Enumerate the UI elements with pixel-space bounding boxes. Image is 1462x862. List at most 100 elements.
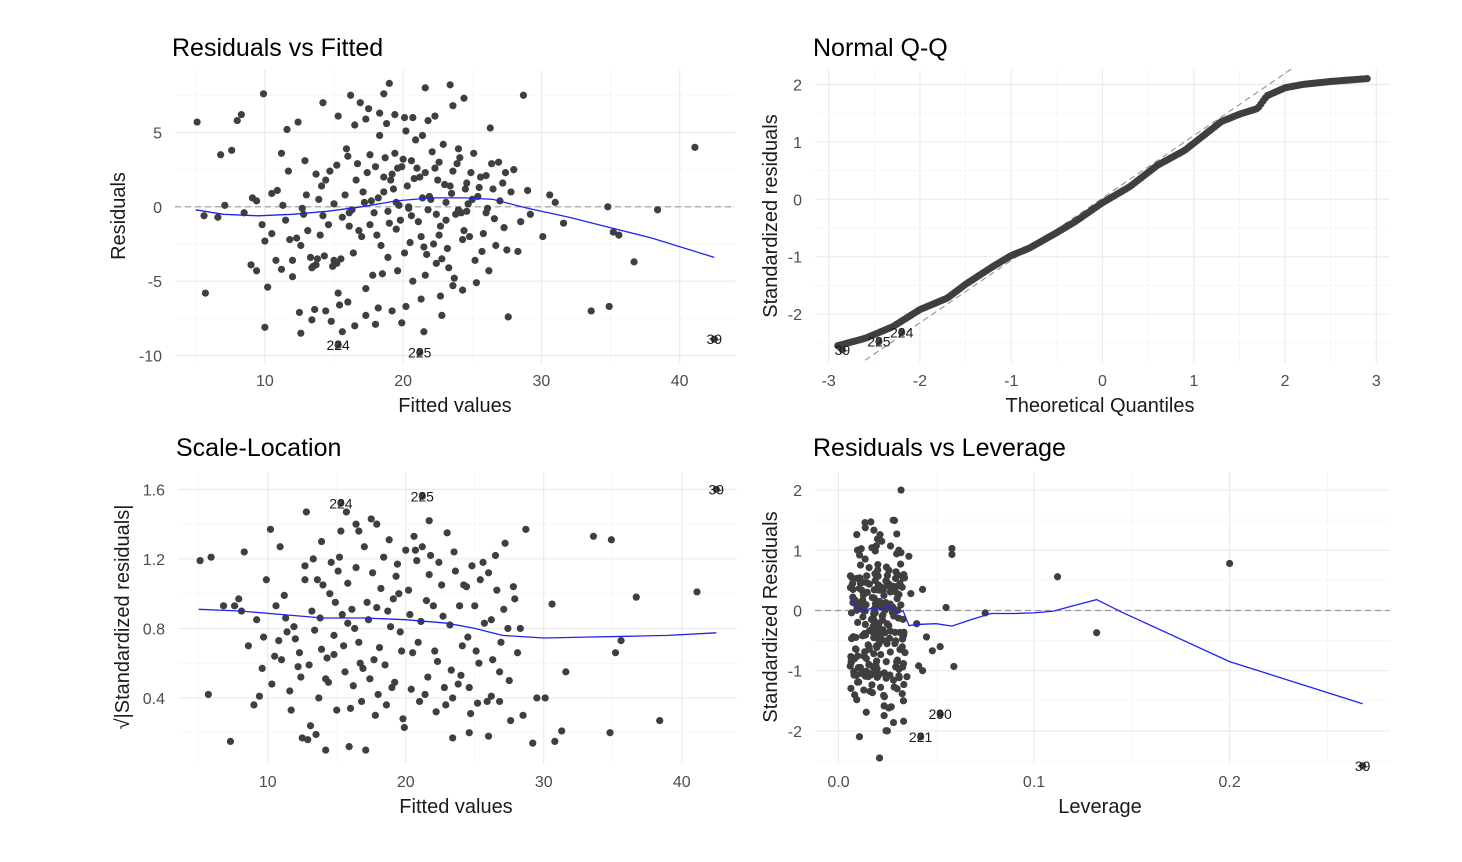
data-point [453,160,461,168]
points-layer [846,486,1367,770]
data-point [862,601,870,609]
data-point [878,537,886,545]
data-point [196,557,204,565]
data-point [272,256,280,264]
data-point [308,607,316,615]
data-point [451,567,460,575]
data-point [609,228,617,236]
data-point [327,317,335,325]
data-point [899,615,907,623]
data-point [896,560,905,568]
data-point [507,716,515,725]
data-point [880,669,888,677]
data-point [859,591,867,599]
data-point [385,219,393,227]
data-point [317,537,326,546]
data-point [435,558,443,566]
data-point [472,647,480,655]
data-point [317,645,326,653]
data-point [900,680,908,689]
data-point [913,620,921,628]
data-point [691,143,699,151]
data-point [402,127,410,135]
data-point [882,658,890,666]
x-axis-title: Leverage [1058,796,1141,818]
data-point [380,553,388,561]
data-point [316,231,324,239]
data-point [500,224,508,232]
data-point [630,258,638,266]
data-point [1226,559,1234,568]
data-point [433,657,442,666]
data-point [439,612,447,620]
data-point [435,231,443,239]
data-point [341,668,349,676]
data-point [861,524,869,532]
data-point [495,697,504,706]
data-point [866,687,874,695]
data-point [385,79,393,87]
data-point [948,544,956,553]
outlier-point [418,492,426,500]
data-point [409,277,417,285]
data-point [860,652,868,660]
data-point [335,553,344,561]
data-point [899,717,908,725]
data-point [936,642,944,651]
data-point [431,164,439,172]
data-point [847,684,855,693]
data-point [869,622,877,630]
data-point [905,552,913,560]
data-point [410,532,418,540]
y-tick-label: -10 [139,349,162,366]
y-tick-label: 1.2 [143,552,165,569]
data-point [233,116,241,125]
data-point [587,307,595,315]
data-point [501,169,510,177]
data-point [226,737,235,746]
data-point [507,188,515,196]
data-point [490,215,499,223]
data-point [398,319,406,327]
x-axis-title: Theoretical Quantiles [1006,395,1195,417]
data-point [358,232,366,241]
data-point [294,118,302,126]
data-point [258,664,266,673]
data-point [378,270,387,278]
outlier-label: 39 [709,481,725,497]
outlier-label: 290 [928,706,952,722]
data-point [355,638,363,646]
x-tick-label: -3 [822,373,836,390]
data-point [487,616,495,624]
data-point [297,241,305,250]
data-point [370,209,378,217]
smooth-trend-line [849,598,1363,705]
data-point [396,216,404,224]
data-point [857,545,865,553]
data-point [889,582,897,590]
data-point [347,91,355,99]
data-point [259,90,268,98]
outlier-label: 224 [890,325,914,341]
data-point [471,602,479,610]
data-point [392,198,400,206]
data-point [334,289,342,297]
data-point [252,267,261,275]
data-point [311,626,319,634]
data-point [409,113,417,122]
data-point [867,518,875,526]
data-point [400,723,408,732]
data-point [374,194,382,202]
data-point [248,194,257,202]
outlier-label: 221 [909,729,933,745]
data-point [894,571,902,579]
data-point [868,593,876,602]
data-point [461,185,469,193]
data-point [514,247,522,256]
data-point [847,609,856,617]
outlier-label: 39 [1355,758,1371,774]
x-tick-label: 1 [1189,373,1198,390]
data-point [273,186,281,195]
data-point [562,668,570,676]
x-tick-label: 0.1 [1023,774,1045,791]
